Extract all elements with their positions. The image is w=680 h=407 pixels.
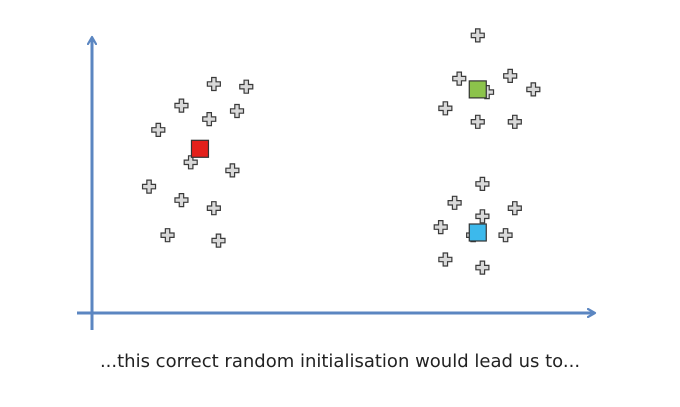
data-point-17 bbox=[438, 101, 453, 116]
data-point-6 bbox=[151, 122, 166, 137]
data-point-19 bbox=[526, 82, 541, 97]
data-point-10 bbox=[174, 193, 189, 208]
data-point-3 bbox=[174, 98, 189, 113]
data-point-24 bbox=[507, 201, 522, 216]
data-point-8 bbox=[225, 163, 240, 178]
data-point-21 bbox=[507, 114, 522, 129]
data-point-11 bbox=[206, 201, 221, 216]
data-point-23 bbox=[447, 195, 462, 210]
data-point-20 bbox=[470, 114, 485, 129]
data-point-9 bbox=[141, 179, 157, 194]
data-point-29 bbox=[438, 252, 453, 267]
data-point-25 bbox=[475, 209, 490, 224]
caption-text: ...this correct random initialisation wo… bbox=[99, 351, 581, 372]
data-point-5 bbox=[202, 112, 217, 127]
data-point-13 bbox=[211, 233, 226, 248]
data-point-14 bbox=[470, 28, 485, 43]
data-point-2 bbox=[239, 79, 254, 94]
data-point-1 bbox=[206, 76, 221, 92]
centroid-blue bbox=[468, 223, 487, 242]
centroid-red bbox=[190, 139, 210, 158]
data-point-7 bbox=[183, 155, 198, 170]
data-point-15 bbox=[452, 71, 467, 86]
data-point-16 bbox=[503, 68, 518, 83]
data-point-12 bbox=[160, 228, 175, 243]
centroids bbox=[190, 80, 487, 242]
centroid-green bbox=[468, 80, 487, 99]
scatter-plot bbox=[77, 28, 680, 330]
data-point-28 bbox=[498, 228, 513, 243]
data-point-30 bbox=[475, 260, 490, 275]
data-point-4 bbox=[229, 103, 245, 119]
data-points bbox=[141, 28, 541, 275]
data-point-26 bbox=[433, 220, 448, 235]
data-point-22 bbox=[475, 176, 490, 191]
